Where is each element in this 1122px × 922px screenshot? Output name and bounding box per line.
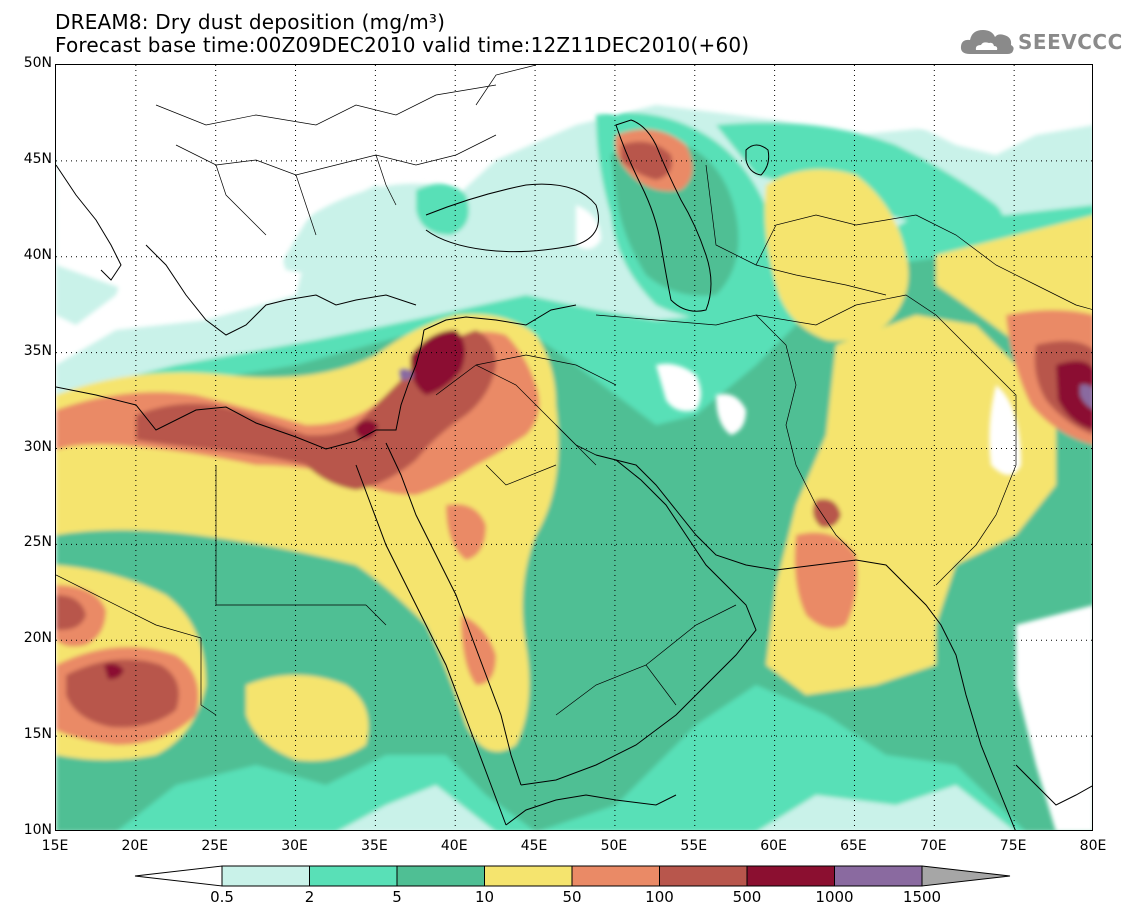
- below-threshold-area: [1016, 605, 1092, 830]
- latitude-label: 50N: [23, 55, 52, 71]
- colorbar-swatch: [834, 865, 923, 887]
- longitude-label: 15E: [41, 838, 69, 854]
- below-threshold-area: [656, 363, 701, 412]
- colorbar-tick-label: 2: [304, 888, 315, 906]
- seevccc-logo: SEEVCCC: [958, 24, 1122, 60]
- latitude-label: 15N: [23, 726, 52, 743]
- below-threshold-area: [576, 65, 696, 115]
- level-50-100-area: [794, 532, 858, 629]
- level-0.5-2-area: [276, 183, 456, 277]
- latitude-label: 20N: [23, 630, 52, 647]
- colorbar-tick-label: 1500: [902, 888, 942, 906]
- longitude-label: 70E: [919, 838, 947, 854]
- country-borders: [56, 65, 1092, 716]
- level-10-50-area: [246, 675, 369, 761]
- level-2-5-area: [416, 183, 469, 235]
- longitude-label: 50E: [600, 838, 628, 854]
- colorbar-tick-label: 500: [732, 888, 762, 906]
- level-100-500-area: [136, 330, 496, 490]
- level-100-500-area: [66, 659, 179, 728]
- level-100-500-area: [56, 595, 86, 630]
- logo-text: SEEVCCC: [1018, 30, 1122, 54]
- colorbar-swatch: [746, 865, 835, 887]
- level-5-10-area: [556, 505, 756, 715]
- longitude-label: 65E: [840, 838, 867, 854]
- below-threshold-area: [916, 65, 1092, 155]
- longitude-label: 35E: [361, 838, 388, 854]
- below-threshold-area: [716, 394, 746, 435]
- below-threshold-area: [56, 65, 576, 305]
- colorbar-swatch: [484, 865, 573, 887]
- level-500-1000-area: [104, 663, 124, 680]
- level-500-1000-area: [1056, 361, 1092, 430]
- level-10-50-area: [764, 169, 909, 341]
- level-1000-1500-area: [1080, 384, 1092, 409]
- below-threshold-area: [576, 205, 601, 249]
- colorbar-swatch: [221, 865, 310, 887]
- level-100-500-area: [812, 499, 841, 528]
- level-500-1000-area: [355, 420, 378, 439]
- colorbar-tick-label: 10: [474, 888, 495, 906]
- coastlines: [56, 119, 1092, 830]
- colorbar-tick-label: 5: [392, 888, 402, 906]
- longitude-label: 55E: [680, 838, 708, 854]
- colorbar-swatch: [571, 865, 660, 887]
- longitude-label: 60E: [760, 838, 787, 854]
- forecast-time-subtitle: Forecast base time:00Z09DEC2010 valid ti…: [55, 33, 750, 57]
- longitude-label: 40E: [440, 838, 468, 854]
- colorbar-upper-extension: [921, 865, 1011, 887]
- colorbar-swatch: [309, 865, 398, 887]
- longitude-label: 20E: [121, 838, 149, 854]
- colorbar-tick-label: 100: [645, 888, 674, 906]
- latitude-label: 40N: [23, 246, 52, 263]
- longitude-label: 75E: [999, 838, 1027, 854]
- dust-deposition-map: [55, 64, 1093, 831]
- colorbar-tick-label: 1000: [815, 888, 854, 906]
- colorbar-tick-label: 50: [562, 888, 582, 906]
- longitude-label: 25E: [201, 838, 229, 854]
- latitude-label: 10N: [23, 822, 52, 838]
- map-canvas: [56, 65, 1092, 830]
- longitude-label: 80E: [1079, 838, 1107, 854]
- colorbar: [134, 865, 1011, 887]
- colorbar-tick-label: 0.5: [210, 888, 234, 906]
- cloud-icon: [960, 30, 1014, 54]
- below-threshold-area: [989, 385, 1021, 475]
- latitude-label: 45N: [23, 150, 52, 167]
- level-1000-1500-area: [399, 368, 414, 381]
- longitude-label: 30E: [281, 838, 308, 854]
- latitude-label: 35N: [23, 342, 52, 359]
- colorbar-swatch: [659, 865, 748, 887]
- latitude-label: 30N: [23, 438, 52, 455]
- level-500-1000-area: [410, 330, 465, 395]
- colorbar-swatch: [396, 865, 485, 887]
- colorbar-lower-extension: [134, 865, 223, 887]
- level-50-100-area: [446, 504, 486, 560]
- latitude-label: 25N: [23, 534, 52, 551]
- longitude-label: 45E: [520, 838, 548, 854]
- lat-lon-grid: [56, 65, 1092, 830]
- map-title: DREAM8: Dry dust deposition (mg/m³): [55, 10, 446, 34]
